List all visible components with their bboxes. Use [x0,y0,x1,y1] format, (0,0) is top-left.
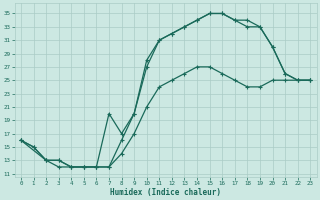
X-axis label: Humidex (Indice chaleur): Humidex (Indice chaleur) [110,188,221,197]
